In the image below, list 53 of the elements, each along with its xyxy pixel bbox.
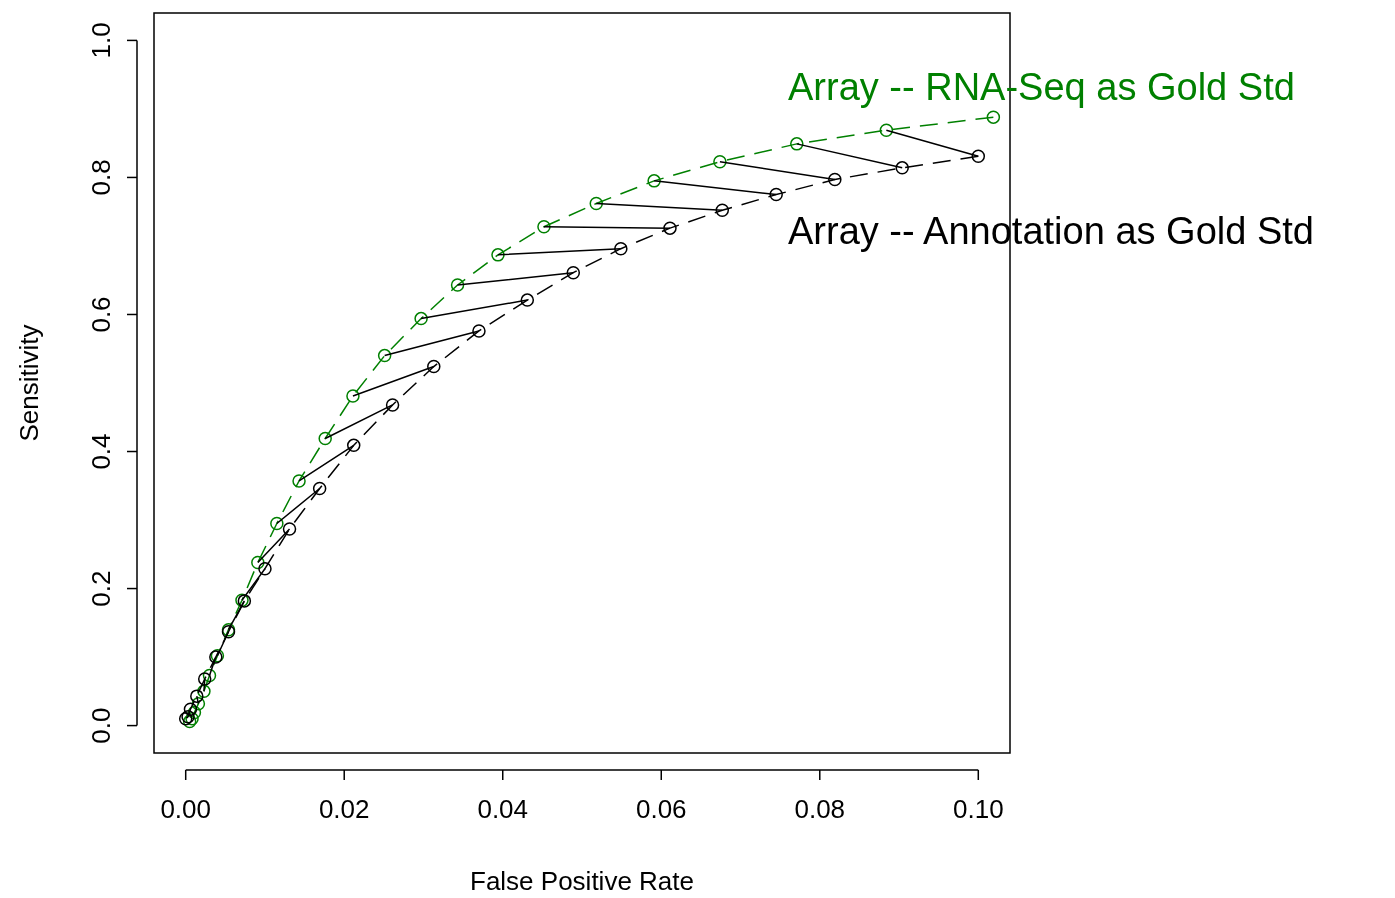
point <box>251 555 265 570</box>
point <box>472 324 486 338</box>
point <box>566 265 581 280</box>
point <box>614 241 628 256</box>
point <box>346 389 360 403</box>
point <box>769 187 783 202</box>
point <box>491 248 505 262</box>
point <box>318 431 332 446</box>
x-axis-title: False Positive Rate <box>470 866 694 896</box>
y-tick-label: 0.8 <box>86 159 116 196</box>
x-tick-label: 0.00 <box>160 794 212 824</box>
point <box>414 311 428 326</box>
point <box>270 516 284 531</box>
point <box>197 672 212 686</box>
point <box>292 474 306 488</box>
point <box>663 221 677 235</box>
point <box>828 172 842 187</box>
point <box>589 196 604 211</box>
point <box>520 293 535 307</box>
point <box>377 348 392 363</box>
point <box>647 174 661 188</box>
y-tick-label: 1.0 <box>86 22 116 59</box>
point <box>879 123 894 137</box>
point <box>715 203 730 218</box>
point <box>187 705 202 720</box>
point <box>427 359 441 374</box>
y-tick-label: 0.2 <box>86 570 116 607</box>
x-tick-label: 0.06 <box>635 794 687 824</box>
point <box>986 110 1001 124</box>
point <box>191 696 206 711</box>
y-tick-label: 0.6 <box>86 296 116 333</box>
point <box>346 438 361 453</box>
point <box>190 689 204 703</box>
point <box>790 137 804 151</box>
point <box>312 481 327 496</box>
point <box>197 684 211 699</box>
y-tick-label: 0.4 <box>86 433 116 470</box>
y-axis-title: Sensitivity <box>14 324 44 442</box>
point <box>537 220 551 234</box>
point <box>895 161 909 175</box>
point <box>282 522 297 536</box>
x-tick-label: 0.04 <box>477 794 529 824</box>
point <box>202 668 217 683</box>
point <box>450 278 465 292</box>
x-tick-label: 0.02 <box>318 794 370 824</box>
point <box>385 398 400 412</box>
point <box>258 561 272 576</box>
point <box>971 149 986 163</box>
y-tick-label: 0.0 <box>86 707 116 744</box>
x-tick-label: 0.08 <box>794 794 846 824</box>
point <box>183 702 198 716</box>
point <box>713 154 727 169</box>
x-tick-label: 0.10 <box>952 794 1004 824</box>
